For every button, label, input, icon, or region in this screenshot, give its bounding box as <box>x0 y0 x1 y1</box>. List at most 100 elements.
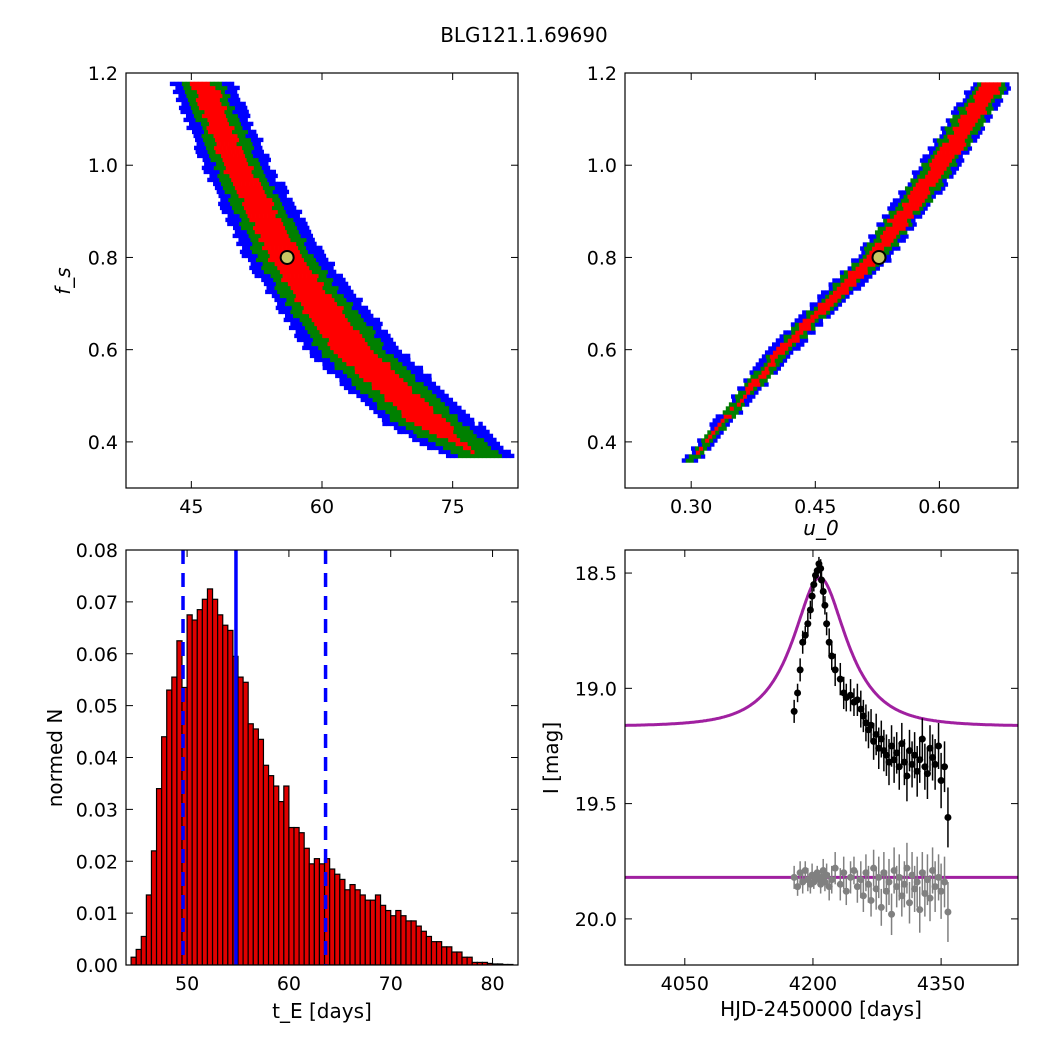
density-cell-2sigma <box>306 261 312 267</box>
density-cell-2sigma <box>993 94 998 99</box>
density-cell-1sigma <box>299 269 305 275</box>
density-cell-1sigma <box>272 241 277 247</box>
density-cell-1sigma <box>947 146 953 151</box>
density-cell-2sigma <box>316 337 322 343</box>
density-cell-1sigma <box>836 290 842 295</box>
density-cell-3sigma <box>435 385 441 391</box>
density-cell-3sigma <box>345 289 350 295</box>
density-cell-1sigma <box>229 133 234 139</box>
density-cell-2sigma <box>822 314 827 319</box>
residual-point <box>903 864 911 872</box>
density-cell-2sigma <box>724 418 729 423</box>
density-cell-2sigma <box>976 126 982 131</box>
density-cell-3sigma <box>273 173 278 179</box>
density-cell-3sigma <box>181 101 186 107</box>
density-cell-1sigma <box>334 345 339 351</box>
density-cell-3sigma <box>967 146 973 151</box>
density-cell-3sigma <box>690 446 696 451</box>
density-cell-1sigma <box>366 365 372 371</box>
density-cell-1sigma <box>294 261 300 267</box>
density-cell-2sigma <box>275 213 280 219</box>
density-cell-1sigma <box>783 342 789 347</box>
density-cell-1sigma <box>384 397 390 403</box>
density-cell-3sigma <box>442 449 447 455</box>
density-cell-2sigma <box>368 337 374 343</box>
density-cell-3sigma <box>244 233 250 239</box>
density-cell-2sigma <box>911 182 917 187</box>
density-cell-1sigma <box>242 193 247 199</box>
density-cell-2sigma <box>252 233 258 239</box>
density-cell-2sigma <box>209 153 214 159</box>
density-cell-1sigma <box>283 269 289 275</box>
histogram-bar <box>415 925 422 965</box>
density-cell-2sigma <box>315 341 320 347</box>
density-cell-3sigma <box>282 201 287 207</box>
density-cell-2sigma <box>943 170 949 175</box>
density-cell-1sigma <box>265 217 270 223</box>
density-cell-2sigma <box>363 385 369 391</box>
density-cell-2sigma <box>898 230 904 235</box>
density-cell-1sigma <box>215 137 220 143</box>
density-cell-1sigma <box>991 90 997 95</box>
density-cell-2sigma <box>270 193 275 199</box>
density-cell-1sigma <box>935 158 941 163</box>
density-cell-3sigma <box>297 209 303 215</box>
density-cell-3sigma <box>747 394 752 399</box>
density-cell-2sigma <box>884 222 889 227</box>
density-cell-3sigma <box>236 233 242 239</box>
density-cell-3sigma <box>311 249 317 255</box>
histogram-bar <box>288 826 295 965</box>
density-cell-2sigma <box>402 365 408 371</box>
density-cell-3sigma <box>785 354 791 359</box>
density-cell-1sigma <box>343 317 349 323</box>
density-cell-2sigma <box>355 385 361 391</box>
density-cell-1sigma <box>386 369 392 375</box>
density-cell-2sigma <box>411 385 417 391</box>
x-tick-label: 4050 <box>661 973 709 995</box>
density-cell-1sigma <box>309 277 314 283</box>
density-cell-3sigma <box>788 350 794 355</box>
density-cell-1sigma <box>289 265 294 271</box>
density-cell-3sigma <box>423 377 428 383</box>
residual-point <box>790 873 798 881</box>
density-cell-2sigma <box>204 141 209 147</box>
data-point <box>808 592 816 600</box>
density-cell-3sigma <box>205 153 210 159</box>
density-cell-2sigma <box>376 337 382 343</box>
density-cell-2sigma <box>966 142 971 147</box>
density-cell-3sigma <box>271 177 276 183</box>
density-cell-2sigma <box>250 237 255 243</box>
density-cell-3sigma <box>221 209 227 215</box>
density-cell-2sigma <box>754 374 759 379</box>
data-point <box>931 760 939 768</box>
density-cell-1sigma <box>339 329 344 335</box>
density-cell-2sigma <box>778 358 784 363</box>
density-cell-2sigma <box>458 421 463 427</box>
density-cell-3sigma <box>185 101 190 107</box>
density-cell-3sigma <box>275 293 281 299</box>
density-cell-1sigma <box>396 389 401 395</box>
density-cell-2sigma <box>902 230 908 235</box>
density-cell-2sigma <box>217 165 223 171</box>
density-cell-1sigma <box>264 225 270 231</box>
density-cell-1sigma <box>258 201 263 207</box>
density-cell-3sigma <box>209 165 215 171</box>
density-cell-2sigma <box>299 305 305 311</box>
density-cell-1sigma <box>977 106 982 111</box>
density-cell-1sigma <box>970 110 976 115</box>
density-cell-1sigma <box>198 93 203 99</box>
density-cell-3sigma <box>241 253 247 259</box>
density-cell-3sigma <box>274 185 280 191</box>
density-cell-2sigma <box>366 333 371 339</box>
density-cell-1sigma <box>957 150 962 155</box>
density-cell-3sigma <box>487 441 493 447</box>
density-cell-1sigma <box>421 425 427 431</box>
density-cell-2sigma <box>209 133 214 139</box>
density-cell-3sigma <box>231 97 237 103</box>
density-cell-3sigma <box>322 361 327 367</box>
density-cell-3sigma <box>192 121 198 127</box>
density-cell-1sigma <box>249 173 254 179</box>
density-cell-2sigma <box>878 230 884 235</box>
density-cell-2sigma <box>338 365 344 371</box>
density-cell-1sigma <box>375 377 380 383</box>
